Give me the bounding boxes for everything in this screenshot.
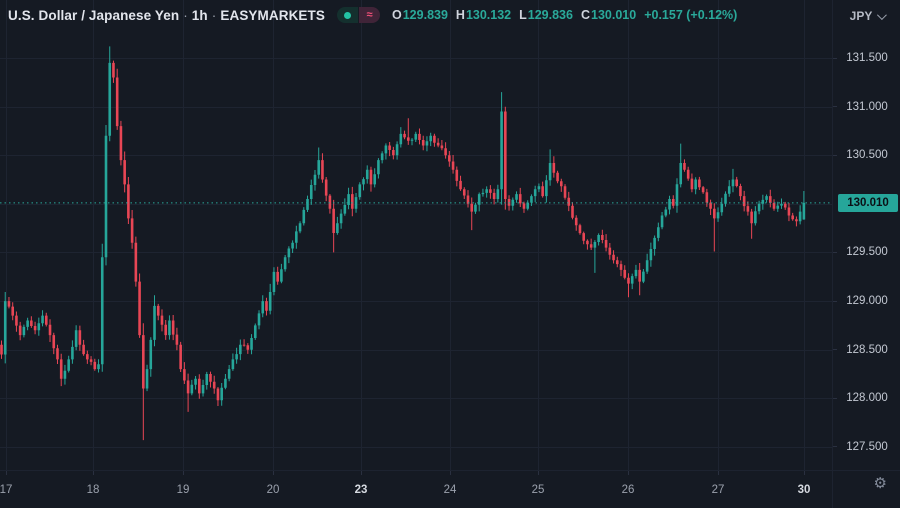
change-value: +0.157 (+0.12%): [644, 8, 738, 22]
time-tick-label: 27: [711, 484, 725, 496]
high-value: H130.132: [455, 8, 512, 22]
time-tick-mark: [538, 471, 539, 475]
current-price-badge: 130.010: [838, 193, 898, 212]
time-tick-label: 17: [0, 484, 13, 496]
time-tick-label: 26: [621, 484, 635, 496]
time-tick-mark: [93, 471, 94, 475]
up-candle-bodies: [3, 62, 806, 401]
gear-icon[interactable]: ⚙: [873, 474, 887, 492]
time-tick-mark: [804, 471, 805, 475]
price-tick-mark: [833, 349, 837, 351]
time-tick-mark: [183, 471, 184, 475]
chevron-down-icon: [877, 10, 888, 21]
axis-settings-corner: ⚙: [832, 470, 900, 508]
price-tick-label: 128.000: [846, 392, 888, 405]
time-axis[interactable]: 17 18 19 20 23 24 25 26 27 30: [0, 470, 832, 508]
ohlc-readout: O129.839 H130.132 L129.836 C130.010 +0.1…: [392, 8, 737, 22]
time-tick-label: 25: [531, 484, 545, 496]
price-tick-label: 131.000: [846, 100, 888, 113]
close-value: C130.010: [580, 8, 637, 22]
down-candle-bodies: [0, 62, 798, 401]
time-tick-label: 19: [176, 484, 190, 496]
time-tick-label: 20: [266, 484, 280, 496]
price-tick-label: 129.000: [846, 295, 888, 308]
market-open-dot-icon: [337, 7, 358, 23]
market-status-pill[interactable]: ≈: [337, 7, 380, 23]
open-value: O129.839: [392, 8, 448, 22]
price-tick-mark: [833, 106, 837, 108]
symbol-name: U.S. Dollar / Japanese Yen: [8, 7, 180, 23]
price-tick-mark: [833, 154, 837, 156]
chart-legend: U.S. Dollar / Japanese Yen · 1h · EASYMARKET…: [8, 7, 737, 23]
low-value: L129.836: [519, 8, 573, 22]
time-tick-label: 23: [354, 484, 368, 496]
title-separator: ·: [211, 7, 217, 23]
price-tick-mark: [833, 446, 837, 448]
time-tick-label: 30: [797, 484, 811, 496]
up-candle-wicks: [4, 46, 805, 406]
time-tick-label: 18: [86, 484, 100, 496]
currency-label: JPY: [849, 9, 873, 23]
price-chart-pane[interactable]: [0, 0, 832, 470]
price-tick-label: 130.500: [846, 149, 888, 162]
price-tick-mark: [833, 57, 837, 59]
candlestick-chart[interactable]: [0, 0, 832, 470]
currency-selector[interactable]: JPY: [833, 9, 900, 23]
down-candle-wicks: [1, 60, 797, 441]
price-tick-label: 129.500: [846, 246, 888, 259]
time-tick-mark: [6, 471, 7, 475]
price-tick-mark: [833, 300, 837, 302]
time-tick-label: 24: [443, 484, 457, 496]
price-tick-label: 131.500: [846, 52, 888, 65]
price-tick-mark: [833, 397, 837, 399]
exchange-label: EASYMARKETS: [220, 7, 325, 23]
symbol-title[interactable]: U.S. Dollar / Japanese Yen · 1h · EASYMARKET…: [8, 8, 325, 23]
time-tick-mark: [628, 471, 629, 475]
interval-label: 1h: [191, 7, 208, 23]
title-separator: ·: [183, 7, 188, 23]
time-tick-mark: [273, 471, 274, 475]
grid-lines: [0, 0, 832, 470]
time-tick-mark: [718, 471, 719, 475]
price-tick-label: 128.500: [846, 343, 888, 356]
time-tick-mark: [361, 471, 362, 475]
delayed-data-icon: ≈: [359, 7, 380, 23]
price-tick-mark: [833, 251, 837, 253]
price-tick-label: 127.500: [846, 440, 888, 453]
price-axis[interactable]: JPY 130.010 131.500 131.000 130.500 129.500…: [832, 0, 900, 470]
time-tick-mark: [450, 471, 451, 475]
